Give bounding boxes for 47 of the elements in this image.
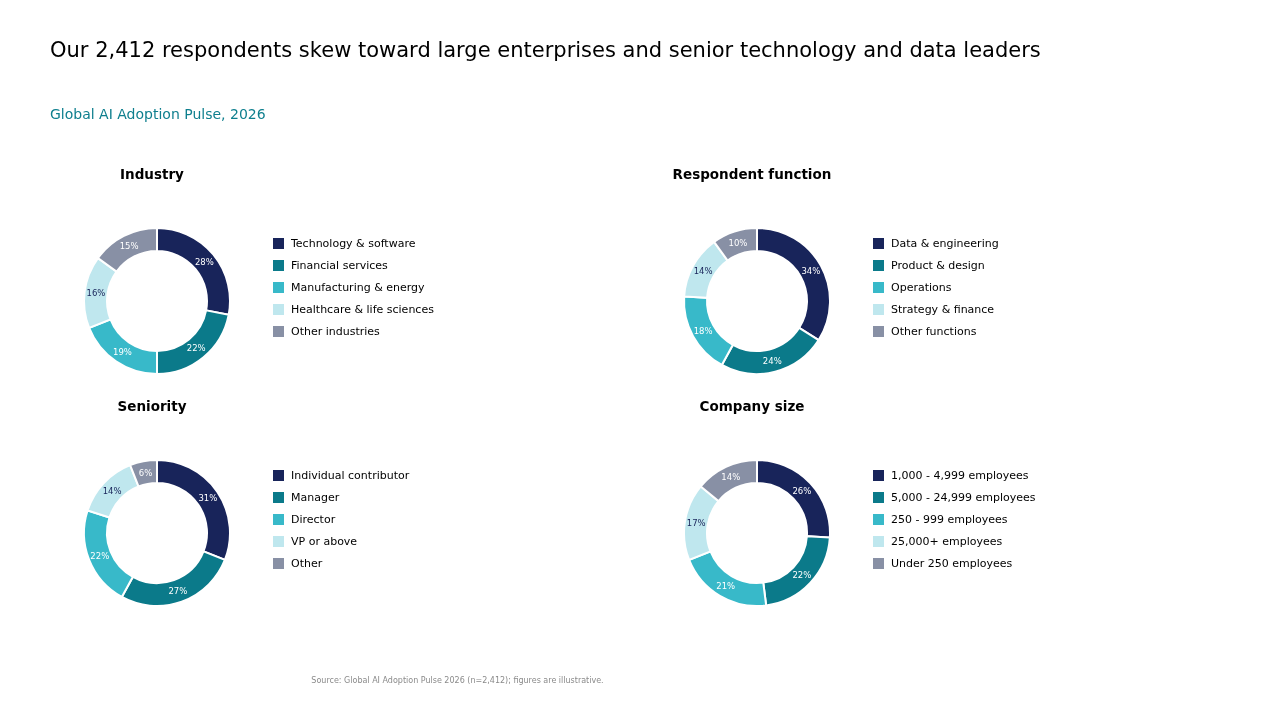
legend-label: Data & engineering: [891, 236, 999, 250]
data-label: 21%: [716, 580, 736, 591]
source-note: Source: Global AI Adoption Pulse 2026 (n=2,412); figures are illustrative.: [310, 676, 605, 685]
data-label: 24%: [762, 355, 782, 366]
data-label: 14%: [102, 485, 122, 496]
chart-title: Company size: [698, 398, 806, 414]
legend-label: Manager: [291, 490, 340, 504]
data-label: 19%: [112, 346, 132, 357]
legend-label: 25,000+ employees: [891, 534, 1003, 548]
legend-label: 5,000 - 24,999 employees: [891, 490, 1036, 504]
legend-label: Healthcare & life sciences: [291, 302, 434, 316]
data-label: 22%: [186, 343, 206, 354]
chart-title: Respondent function: [671, 166, 833, 182]
legend-label: Manufacturing & energy: [291, 280, 425, 294]
legend-label: Other functions: [891, 324, 977, 338]
legend-label: VP or above: [291, 534, 358, 548]
legend-label: 250 - 999 employees: [891, 512, 1008, 526]
data-label: 17%: [686, 518, 706, 529]
legend-label: Under 250 employees: [891, 556, 1013, 570]
data-label: 34%: [801, 266, 821, 277]
legend-label: Strategy & finance: [891, 302, 995, 316]
data-label: 26%: [792, 485, 812, 496]
data-label: 22%: [792, 570, 812, 581]
text: Our 2,412 respondents skew toward large enterprises and senior technology and data leaders: [50, 38, 1041, 62]
legend-label: Other industries: [291, 324, 380, 338]
data-label: 6%: [138, 467, 153, 478]
data-label: 18%: [693, 325, 713, 336]
legend-label: Product & design: [891, 258, 985, 272]
text: Global AI Adoption Pulse, 2026: [50, 106, 266, 122]
data-label: 28%: [194, 256, 214, 267]
legend-label: Operations: [891, 280, 952, 294]
chart-title: Seniority: [116, 398, 188, 414]
data-label: 31%: [198, 493, 218, 504]
data-label: 14%: [721, 472, 741, 483]
legend-label: Director: [291, 512, 336, 526]
data-label: 16%: [86, 288, 106, 299]
data-label: 14%: [693, 266, 713, 277]
legend-label: Technology & software: [291, 236, 416, 250]
data-label: 15%: [119, 241, 139, 252]
legend-label: 1,000 - 4,999 employees: [891, 468, 1029, 482]
data-label: 27%: [168, 585, 188, 596]
legend-label: Other: [291, 556, 323, 570]
legend-label: Individual contributor: [291, 468, 410, 482]
data-label: 10%: [728, 237, 748, 248]
chart-title: Industry: [119, 166, 185, 182]
data-label: 22%: [90, 550, 110, 561]
legend-label: Financial services: [291, 258, 388, 272]
